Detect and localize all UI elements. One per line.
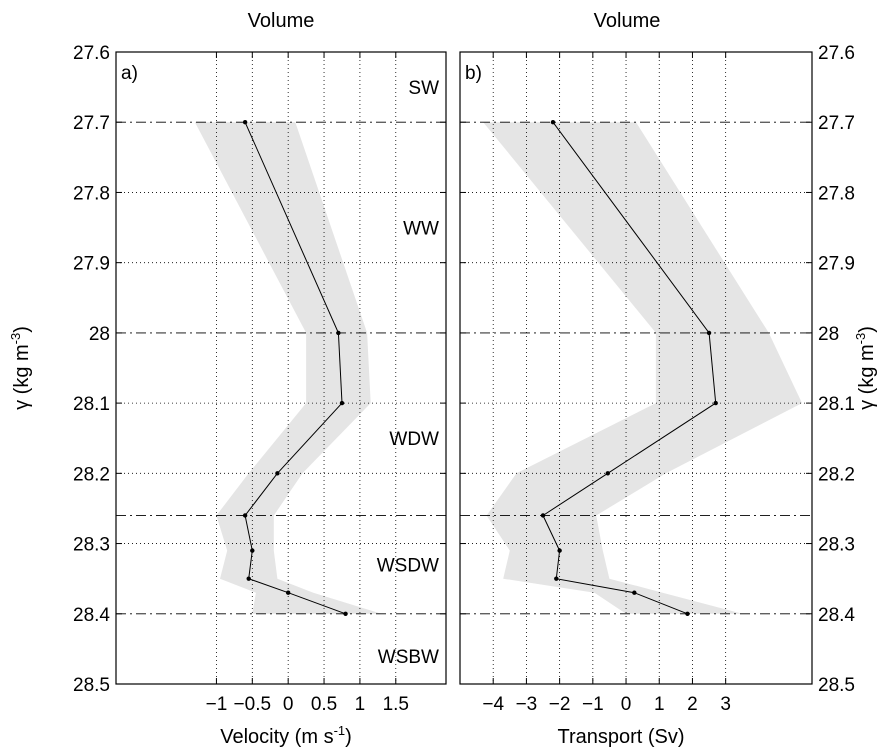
panel-b-x-axis-label: Transport (Sv) bbox=[557, 726, 684, 748]
panel-a-data-point bbox=[246, 576, 251, 581]
water-mass-label-wdw: WDW bbox=[389, 429, 439, 450]
panel-b-x-ticks: −4 −3 −2 −1 0 1 2 3 bbox=[482, 52, 731, 715]
panel-a-water-mass-labels: SW WW WDW WSDW WSBW bbox=[377, 78, 439, 668]
panel-b-data-point bbox=[540, 513, 546, 518]
panel-a-data-point bbox=[339, 400, 345, 406]
panel-b-label: b) bbox=[465, 63, 482, 84]
panel-a-data-point bbox=[285, 590, 291, 595]
panel-b-data-point bbox=[554, 576, 559, 581]
panel-a-xtick-label: −0.5 bbox=[234, 694, 272, 715]
panel-a-data-point bbox=[250, 548, 255, 553]
right-ytick-label: 28.2 bbox=[818, 464, 855, 485]
panel-b-data-point bbox=[550, 120, 556, 125]
panel-a-xtick-label: 0 bbox=[283, 694, 294, 715]
right-ytick-label: 27.6 bbox=[818, 43, 855, 64]
panel-b-xtick-label: 0 bbox=[621, 694, 632, 715]
right-ytick-label: 27.8 bbox=[818, 183, 855, 204]
panel-b-data-point bbox=[605, 471, 610, 476]
panel-b-xtick-label: 1 bbox=[654, 694, 665, 715]
left-ytick-label: 27.6 bbox=[73, 43, 110, 64]
right-ytick-label: 28.1 bbox=[818, 394, 855, 415]
water-mass-label-wsbw: WSBW bbox=[378, 647, 439, 668]
water-mass-label-wsdw: WSDW bbox=[377, 556, 439, 577]
right-ytick-label: 28.4 bbox=[818, 605, 855, 626]
panel-a-band-shape bbox=[194, 122, 382, 614]
panel-b-data-point bbox=[706, 330, 712, 336]
panel-a-uncertainty-band bbox=[194, 122, 382, 614]
panel-a: Volume −1 −0.5 0 0.5 1 1.5 27.6 27.7 27.8 27.9 28… bbox=[73, 10, 447, 748]
right-ytick-label: 28.5 bbox=[818, 675, 855, 696]
panel-b-frame bbox=[459, 51, 813, 685]
panel-b-grid bbox=[460, 51, 812, 685]
panel-b-xtick-label: 2 bbox=[687, 694, 698, 715]
panel-a-data-point bbox=[242, 513, 248, 518]
panel-b-xtick-label: −1 bbox=[582, 694, 604, 715]
panel-a-label: a) bbox=[121, 63, 138, 84]
panel-a-xtick-label: 1.5 bbox=[383, 694, 409, 715]
panel-b-data-point bbox=[685, 611, 690, 616]
panel-b-title: Volume bbox=[594, 10, 661, 32]
panel-a-xtick-label: 1 bbox=[355, 694, 366, 715]
panel-a-x-ticks: −1 −0.5 0 0.5 1 1.5 bbox=[206, 52, 409, 715]
panel-a-data-point bbox=[242, 120, 248, 125]
panel-b-xtick-label: −2 bbox=[549, 694, 571, 715]
left-y-axis-label: γ (kg m-3) bbox=[8, 326, 33, 410]
panel-b-data-point bbox=[632, 590, 637, 595]
panel-a-xtick-label: −1 bbox=[206, 694, 228, 715]
left-ytick-label: 27.9 bbox=[73, 254, 110, 275]
right-ytick-label: 27.9 bbox=[818, 254, 855, 275]
right-ytick-label: 28.3 bbox=[818, 535, 855, 556]
panel-b-boundaries bbox=[460, 121, 812, 615]
panel-a-data-point bbox=[336, 330, 341, 336]
water-mass-label-ww: WW bbox=[403, 219, 439, 240]
left-ytick-label: 28.2 bbox=[73, 464, 110, 485]
left-ytick-label: 28.5 bbox=[73, 675, 110, 696]
panel-a-data-point bbox=[343, 611, 348, 616]
left-ytick-label: 28.4 bbox=[73, 605, 110, 626]
panel-b-series bbox=[540, 120, 718, 616]
left-ytick-label: 28.3 bbox=[73, 535, 110, 556]
panel-a-data-point bbox=[275, 471, 280, 476]
panel-b-uncertainty-band bbox=[483, 122, 802, 614]
water-mass-label-sw: SW bbox=[408, 78, 439, 99]
panel-b-xtick-label: −4 bbox=[482, 694, 504, 715]
panel-a-grid bbox=[116, 51, 446, 685]
right-ytick-label: 27.7 bbox=[818, 113, 855, 134]
panel-b-y-ticks: 27.6 27.7 27.8 27.9 28 28.1 28.2 28.3 28.4 28.5 bbox=[460, 43, 855, 696]
panel-a-boundaries bbox=[116, 121, 446, 615]
left-ytick-label: 28 bbox=[89, 324, 110, 345]
panel-a-y-ticks: 27.6 27.7 27.8 27.9 28 28.1 28.2 28.3 28.4 28.5 bbox=[73, 43, 446, 696]
right-y-axis-label: γ (kg m-3) bbox=[853, 326, 878, 410]
panel-b-data-point bbox=[713, 400, 718, 406]
right-ytick-label: 28 bbox=[818, 324, 839, 345]
panel-a-frame bbox=[115, 51, 447, 685]
panel-a-xtick-label: 0.5 bbox=[311, 694, 337, 715]
panel-a-series bbox=[242, 120, 348, 616]
panel-b: Volume −4 −3 −2 −1 0 1 2 3 27.6 27.7 27.8 27.9 28 28… bbox=[459, 10, 855, 748]
panel-a-x-axis-label: Velocity (m s-1) bbox=[220, 723, 352, 748]
panel-b-xtick-label: −3 bbox=[516, 694, 538, 715]
left-ytick-label: 27.8 bbox=[73, 183, 110, 204]
left-ytick-label: 27.7 bbox=[73, 113, 110, 134]
left-ytick-label: 28.1 bbox=[73, 394, 110, 415]
panel-a-title: Volume bbox=[248, 10, 315, 32]
panel-b-data-point bbox=[557, 548, 562, 553]
panel-b-band-shape bbox=[483, 122, 802, 614]
panel-b-xtick-label: 3 bbox=[720, 694, 731, 715]
